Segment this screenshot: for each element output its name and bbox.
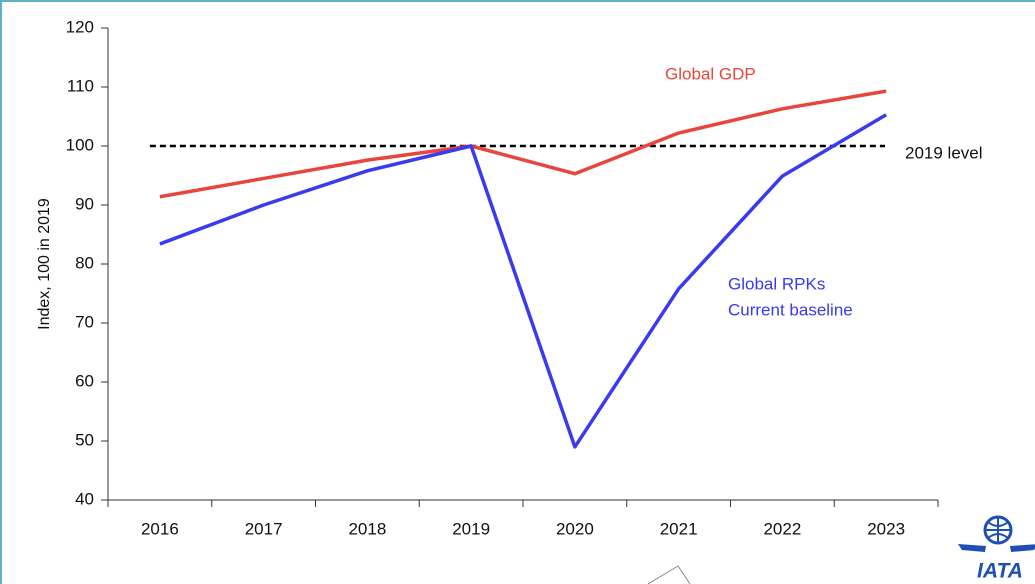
series-annotation: Global GDP (665, 64, 756, 83)
logo-grid (985, 517, 1011, 543)
callout-tail (647, 565, 691, 584)
y-axis-label: Index, 100 in 2019 (36, 198, 53, 330)
logo-text: IATA (977, 560, 1023, 583)
x-tick-label: 2023 (867, 519, 905, 538)
y-tick-label: 70 (75, 312, 94, 331)
x-tick-label: 2020 (556, 519, 594, 538)
y-tick-label: 90 (75, 194, 94, 213)
x-tick-label: 2022 (763, 519, 801, 538)
reference-label: 2019 level (905, 143, 983, 162)
logo-wings (958, 544, 1035, 552)
x-tick-label: 2018 (348, 519, 386, 538)
x-tick-label: 2017 (245, 519, 283, 538)
series-line (159, 89, 887, 199)
x-tick-label: 2016 (141, 519, 179, 538)
y-tick-label: 120 (66, 17, 94, 36)
series-annotation: Current baseline (728, 300, 853, 319)
y-tick-label: 40 (75, 489, 94, 508)
y-tick-label: 50 (75, 430, 94, 449)
iata-logo: IATA (958, 515, 1035, 583)
series-annotation: Global RPKs (728, 274, 825, 293)
x-tick-label: 2019 (452, 519, 490, 538)
y-tick-label: 80 (75, 253, 94, 272)
x-tick-label: 2021 (660, 519, 698, 538)
series-line (159, 113, 888, 449)
y-tick-label: 100 (66, 135, 94, 154)
y-tick-label: 60 (75, 371, 94, 390)
y-tick-label: 110 (67, 76, 94, 95)
